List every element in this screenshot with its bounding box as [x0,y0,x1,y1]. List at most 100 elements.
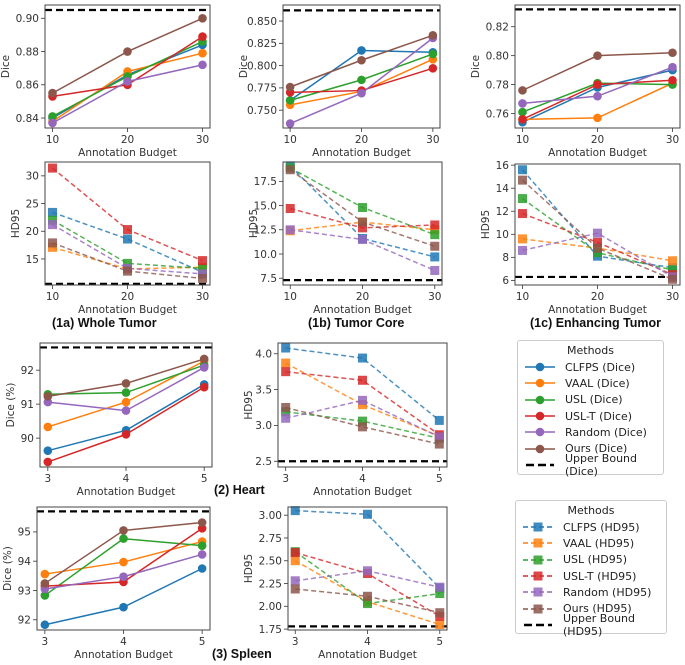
legend-swatch [522,537,554,549]
legend-item: Random (Dice) [524,424,657,440]
legend-swatch [524,443,556,455]
title-enhancing-tumor: (1c) Enhancing Tumor [530,316,662,330]
data-point [285,96,295,105]
legend-item: CLFPS (HD95) [522,519,660,535]
legend-swatch [522,586,554,598]
y-axis-label: Dice [238,55,250,78]
x-tick-label: 10 [46,134,59,146]
data-point [668,62,677,72]
axes-frame [44,161,211,286]
data-point [121,379,131,388]
x-axis-label: Annotation Budget [548,304,647,316]
y-tick-label: 0.86 [16,80,40,92]
legend-swatch [524,394,556,406]
series-line-random [285,399,440,438]
data-point [358,375,367,385]
title-tumor-core: (1b) Tumor Core [308,316,405,330]
data-point [435,608,445,618]
legend-title: Methods [567,344,614,357]
data-point [435,589,445,599]
data-point [358,203,367,213]
data-point [668,265,677,275]
data-point [358,422,367,432]
data-point [434,432,444,442]
axes-frame [287,506,448,631]
data-point [119,557,128,567]
data-point [123,258,132,268]
data-point [518,234,527,244]
series-line-usl-t [285,370,440,436]
data-point [198,32,207,41]
data-point [285,203,295,213]
x-tick-label: 30 [428,291,441,303]
x-tick-label: 5 [201,473,208,485]
y-tick-label: 0.82 [486,22,509,34]
y-tick-label: 10 [496,229,509,241]
data-point [518,115,527,124]
data-point [358,217,367,227]
legend-label: USL-T (Dice) [565,409,633,423]
x-tick-label: 4 [123,473,130,485]
legend-label: VAAL (Dice) [565,376,630,390]
legend-swatch [522,603,554,615]
data-point [199,354,209,364]
data-point [290,576,300,586]
data-point [281,403,291,413]
y-axis-label: HD95 [243,390,255,419]
y-tick-label: 8 [502,252,509,264]
data-point [290,584,300,594]
data-point [199,363,209,372]
series-line-usl-t [52,167,203,262]
y-tick-label: 95 [18,527,31,539]
data-point [48,88,57,98]
y-tick-label: 2.50 [259,556,282,568]
data-point [428,31,438,40]
data-point [123,225,132,235]
data-point [281,367,291,377]
data-point [518,165,527,175]
x-tick-label: 30 [196,291,209,303]
y-tick-label: 0.88 [16,46,39,58]
axes-frame [36,506,211,631]
x-tick-label: 10 [516,134,529,146]
data-point [358,223,367,233]
data-point [43,422,53,432]
data-point [285,119,295,128]
series-line-vaal [52,246,203,270]
x-tick-label: 20 [591,291,604,303]
data-point [123,234,132,244]
y-axis-label: Dice (%) [5,383,17,428]
legend-swatch [524,459,556,471]
x-axis-label: Annotation Budget [313,304,412,316]
axes-frame [277,342,448,468]
axes-frame [514,4,681,129]
legend-swatch [522,554,554,566]
axes-frame [282,161,443,286]
data-point [119,602,128,612]
data-point [40,579,50,588]
data-point [428,49,438,59]
data-point [43,446,53,455]
x-tick-label: 4 [364,636,371,648]
x-tick-label: 10 [516,291,529,303]
legend-dice: Methods CLFPS (Dice) VAAL (Dice) USL (Dice… [517,340,664,478]
data-point [593,91,602,101]
series-line-clfps [52,211,203,273]
data-point [43,457,53,467]
x-tick-label: 10 [284,291,297,303]
data-point [434,415,444,425]
data-point [43,392,53,401]
data-point [358,234,367,244]
legend-label: USL-T (HD95) [563,569,637,583]
y-tick-label: 3.5 [255,384,272,396]
y-tick-label: 1.75 [259,624,282,636]
series-line-random [52,223,203,275]
y-tick-label: 0.775 [247,83,277,95]
x-tick-label: 10 [283,134,296,146]
data-point [593,228,602,238]
data-point [430,225,440,235]
data-point [121,430,131,439]
data-point [281,343,291,353]
legend-swatch [524,377,556,389]
legend-swatch [524,361,556,373]
